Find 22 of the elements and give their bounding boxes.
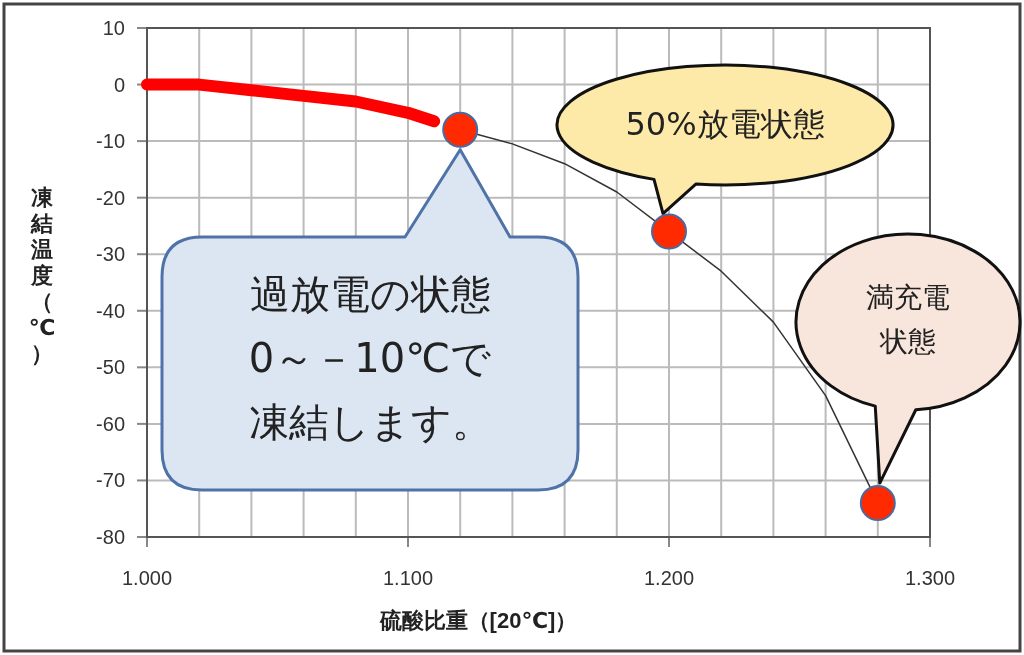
- x-tick-label: 1.200: [643, 567, 695, 589]
- x-tick-label: 1.000: [121, 567, 173, 589]
- y-tick-label: -70: [96, 469, 125, 492]
- y-tick-label: 0: [113, 73, 125, 96]
- y-axis-title: 凍結温度（℃）: [28, 184, 56, 366]
- y-tick-label: -50: [96, 356, 125, 379]
- annotation: 過放電の状態0～－10℃で凍結します。: [247, 270, 493, 447]
- annotation: 50%放電状態: [624, 104, 826, 145]
- y-tick-label: -40: [96, 299, 125, 322]
- point: [859, 485, 896, 522]
- y-tick-label: 10: [102, 17, 125, 39]
- x-tick-label: 1.100: [382, 567, 434, 589]
- x-axis-title: 硫酸比重（[20℃]）: [378, 608, 578, 633]
- y-tick-label: -10: [96, 130, 125, 153]
- y-tick-label: -60: [96, 412, 125, 435]
- y-tick-label: -20: [96, 186, 125, 209]
- x-tick-label: 1.300: [904, 567, 956, 589]
- y-tick-label: -80: [96, 526, 125, 548]
- y-tick-label: -30: [96, 243, 125, 266]
- point: [651, 213, 687, 250]
- annotation: 満充電状態: [865, 280, 951, 360]
- point: [442, 111, 479, 148]
